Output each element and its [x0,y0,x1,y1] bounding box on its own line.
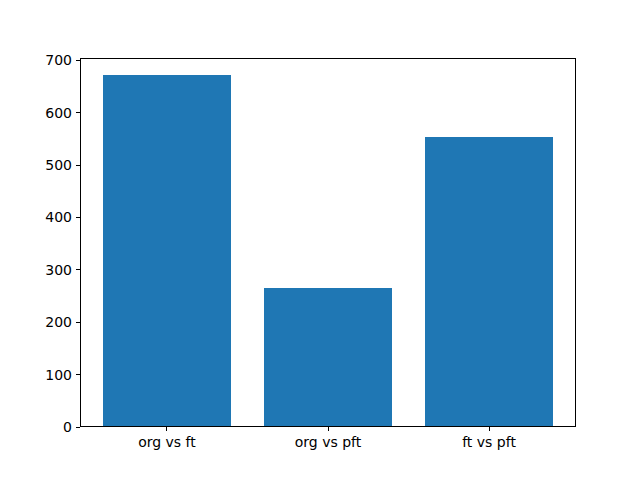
y-tick [76,217,80,218]
figure: 0 100 200 300 400 500 600 700 org vs ft org vs pf… [0,0,640,480]
x-tick [489,427,490,431]
x-tick [328,427,329,431]
x-tick-label: org vs pft [295,434,362,450]
y-tick [76,427,80,428]
y-tick-label: 600 [0,105,72,121]
bar [103,75,232,426]
y-tick-label: 0 [0,419,72,435]
bar [425,137,554,426]
x-tick-label: ft vs pft [462,434,516,450]
y-tick [76,112,80,113]
bar [264,288,393,426]
y-tick [76,374,80,375]
y-tick [76,165,80,166]
y-tick-label: 100 [0,367,72,383]
y-tick-label: 500 [0,157,72,173]
y-tick [76,269,80,270]
y-tick-label: 400 [0,209,72,225]
x-tick [166,427,167,431]
y-tick [76,60,80,61]
x-tick-label: org vs ft [138,434,196,450]
y-tick-label: 200 [0,314,72,330]
y-tick [76,322,80,323]
y-tick-label: 300 [0,262,72,278]
y-tick-label: 700 [0,52,72,68]
